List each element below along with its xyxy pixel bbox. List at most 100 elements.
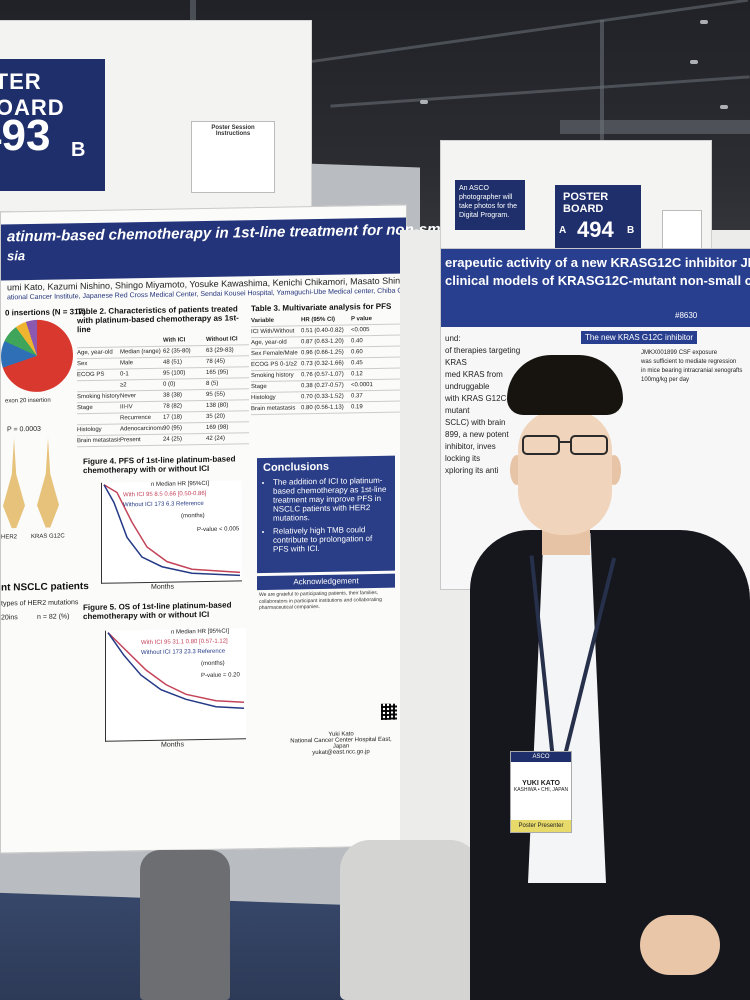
table3-title: Table 3. Multivariate analysis for PFS xyxy=(251,301,392,314)
text-line: und: xyxy=(445,334,461,343)
table-cell: ECOG PS xyxy=(77,371,105,379)
glasses-lens xyxy=(522,435,560,455)
acknowledgement-text: We are grateful to participating patient… xyxy=(259,589,382,612)
table-cell: Recurrence xyxy=(120,414,152,422)
fig4-xlabel: Months xyxy=(151,583,174,591)
session-instructions-sheet: Poster Session Instructions xyxy=(191,121,275,193)
left-table-subheading: types of HER2 mutations xyxy=(1,599,79,608)
ceiling-light xyxy=(420,100,428,104)
table-cell: 0.40 xyxy=(351,338,363,345)
mutation-pie-chart xyxy=(1,319,73,393)
hair xyxy=(507,355,623,415)
table-cell xyxy=(120,336,163,347)
table-cell: ICI With/Without xyxy=(251,328,295,336)
table-cell: 48 (51) xyxy=(163,359,183,366)
poster-title: erapeutic activity of a new KRASG12C inh… xyxy=(445,255,750,270)
text-line: inhibitor, inves xyxy=(445,442,496,451)
table-cell: 24 (25) xyxy=(163,436,183,443)
table-cell: Adenocarcinoma xyxy=(120,425,163,433)
table-cell: Histology xyxy=(251,394,276,402)
table2: With ICI Without ICI Age, year-old Median (… xyxy=(77,334,249,448)
fig5-pvalue: P-value = 0.20 xyxy=(201,672,240,680)
ceiling-truss xyxy=(560,120,750,134)
pfs-without-ici-curve xyxy=(103,484,241,577)
badge-place: KASHIWA • CHI, JAPAN xyxy=(513,787,569,793)
chair xyxy=(340,840,480,1000)
table-cell: Brain metastasis xyxy=(251,405,296,413)
name-badge: ASCO YUKI KATO KASHIWA • CHI, JAPAN Post… xyxy=(510,751,572,833)
ceiling-truss xyxy=(600,20,604,170)
table-cell xyxy=(77,380,120,391)
table-cell: 17 (18) xyxy=(163,414,183,421)
table-cell: 78 (45) xyxy=(206,358,226,365)
text-line: med KRAS from undruggable xyxy=(445,370,503,391)
board-number: 494 xyxy=(577,217,614,242)
board-column-a: A xyxy=(559,225,567,236)
table-cell: ECOG PS 0-1/≥2 xyxy=(251,361,297,369)
table-cell: 95 (55) xyxy=(206,391,226,398)
table-cell: P value xyxy=(351,316,372,323)
text-line: 899, a new potent xyxy=(445,430,509,439)
table-cell: Never xyxy=(120,393,137,400)
table-cell: Age, year-old xyxy=(251,339,287,347)
violin-label-her2: HER2 xyxy=(1,534,18,541)
text-line: JMKX001899 CSF exposure xyxy=(641,350,718,356)
pfs-with-ici-curve xyxy=(103,484,241,574)
table-row: Brain metastasis 0.80 (0.56-1.13) 0.19 xyxy=(251,401,401,416)
table-cell: Brain metastasis xyxy=(77,437,120,445)
conclusion-item: Relatively high TMB could contribute to … xyxy=(273,525,389,554)
table-cell: 0.80 (0.56-1.13) xyxy=(301,404,344,412)
table-cell xyxy=(77,413,120,424)
os-km-plot xyxy=(105,628,246,742)
board-column-b: B xyxy=(627,225,635,236)
os-with-ici-curve xyxy=(107,632,245,704)
glasses-lens xyxy=(570,435,608,455)
table-cell: Median (range) xyxy=(120,348,161,356)
os-without-ici-curve xyxy=(107,632,245,710)
table-cell: 0.76 (0.57-1.07) xyxy=(301,371,344,379)
table-cell: Without ICI xyxy=(206,336,238,343)
contact-block: Yuki Kato National Cancer Center Hospita… xyxy=(286,731,396,757)
ceiling-truss xyxy=(330,75,750,108)
text-line: was sufficient to mediate regression xyxy=(641,359,737,365)
conclusions-list: The addition of ICI to platinum-based ch… xyxy=(263,476,389,554)
fig5-header: n Median HR [95%CI] xyxy=(171,628,230,636)
abstract-number: #8630 xyxy=(671,309,702,322)
table-cell: 0.51 (0.40-0.82) xyxy=(301,327,344,335)
section-heading: The new KRAS G12C inhibitor xyxy=(581,331,698,344)
text-line: xploring its anti xyxy=(445,466,499,475)
table-cell: Age, year-old xyxy=(77,349,113,357)
contact-email: yukat@east.ncc.go.jp xyxy=(312,749,370,757)
table-cell: Sex xyxy=(77,361,88,368)
pfs-km-plot xyxy=(101,480,242,584)
table-cell: HR (95% CI) xyxy=(301,316,336,324)
board-label: STER BOARD xyxy=(0,69,65,120)
table-cell: 0-1 xyxy=(120,371,129,378)
table-cell: 38 (38) xyxy=(163,392,183,399)
research-poster-left: atinum-based chemotherapy in 1st-line tr… xyxy=(0,204,575,854)
violin-plot-kras xyxy=(37,438,59,528)
glasses-bridge xyxy=(558,441,572,443)
board-number: 493 xyxy=(0,111,51,160)
table-cell: With ICI xyxy=(163,337,186,344)
violin-pvalue: P = 0.0003 xyxy=(7,425,41,434)
fig4-unit: (months) xyxy=(181,512,205,520)
table-cell xyxy=(77,336,120,347)
instructions-title: Poster Session Instructions xyxy=(211,125,255,137)
text-line: in mice bearing intracranial xenografts xyxy=(641,368,743,374)
table-cell: 95 (100) xyxy=(163,370,186,377)
table-cell: Sex Female/Male xyxy=(251,350,298,358)
violin-plot-her2 xyxy=(3,438,25,528)
face xyxy=(518,410,612,535)
chair-back xyxy=(140,850,230,1000)
poster-results-text: JMKX001899 CSF exposure was sufficient t… xyxy=(641,349,750,385)
left-table-row: 20ins xyxy=(1,614,18,622)
left-table-heading: nt NSCLC patients xyxy=(1,581,89,594)
os-km-curves xyxy=(107,632,245,710)
table-cell: Male xyxy=(120,360,134,367)
table-cell: 0.70 (0.33-1.52) xyxy=(301,393,344,401)
hand xyxy=(640,915,720,975)
table-cell: <0.005 xyxy=(351,327,370,334)
table-cell: ≥2 xyxy=(120,382,127,389)
fig4-pvalue: P-value < 0.005 xyxy=(197,526,240,534)
